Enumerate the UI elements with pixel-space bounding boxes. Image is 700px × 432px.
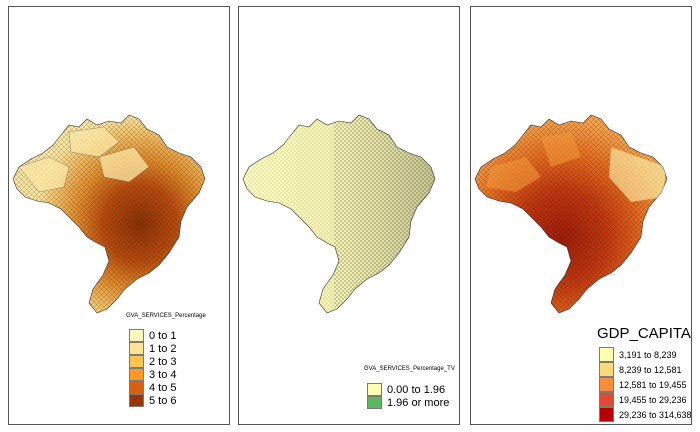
legend-swatch — [129, 381, 144, 394]
legend: 0 to 1 1 to 2 2 to 3 3 to 4 4 to 5 5 to … — [129, 329, 177, 407]
legend-item: 8,239 to 12,581 — [599, 362, 691, 377]
legend-swatch — [129, 394, 144, 407]
legend-title: GVA_SERVICES_Percentage — [126, 313, 206, 319]
legend-item: 12,581 to 19,455 — [599, 377, 691, 392]
map-panel-gdp-capita: GDP_CAPITA 3,191 to 8,239 8,239 to 12,58… — [470, 6, 692, 425]
legend-swatch — [367, 396, 382, 409]
legend-swatch — [367, 383, 382, 396]
legend-swatch — [599, 407, 614, 422]
legend-item: 1.96 or more — [367, 396, 449, 409]
legend-title: GDP_CAPITA — [597, 325, 691, 342]
legend-item: 0 to 1 — [129, 329, 177, 342]
legend-swatch — [129, 355, 144, 368]
legend: 3,191 to 8,239 8,239 to 12,581 12,581 to… — [599, 347, 691, 422]
map-panel-gva-services-tv: GVA_SERVICES_Percentage_TV 0.00 to 1.96 … — [238, 6, 460, 425]
legend-item: 1 to 2 — [129, 342, 177, 355]
legend-item: 29,236 to 314,638 — [599, 407, 691, 422]
brazil-map-gdp-capita — [474, 114, 668, 314]
legend-swatch — [599, 347, 614, 362]
legend-swatch — [129, 329, 144, 342]
legend-item: 19,455 to 29,236 — [599, 392, 691, 407]
legend-swatch — [599, 362, 614, 377]
legend-item: 3 to 4 — [129, 368, 177, 381]
brazil-map-gva-services-tv — [242, 114, 436, 314]
legend-title: GVA_SERVICES_Percentage_TV — [364, 366, 455, 372]
legend-item: 2 to 3 — [129, 355, 177, 368]
legend-swatch — [599, 392, 614, 407]
legend: 0.00 to 1.96 1.96 or more — [367, 383, 449, 409]
map-panel-gva-services: GVA_SERVICES_Percentage 0 to 1 1 to 2 2 … — [8, 6, 230, 425]
legend-item: 4 to 5 — [129, 381, 177, 394]
legend-item: 5 to 6 — [129, 394, 177, 407]
legend-item: 0.00 to 1.96 — [367, 383, 449, 396]
legend-swatch — [129, 342, 144, 355]
legend-swatch — [599, 377, 614, 392]
legend-swatch — [129, 368, 144, 381]
legend-item: 3,191 to 8,239 — [599, 347, 691, 362]
brazil-map-gva-services — [12, 114, 206, 314]
